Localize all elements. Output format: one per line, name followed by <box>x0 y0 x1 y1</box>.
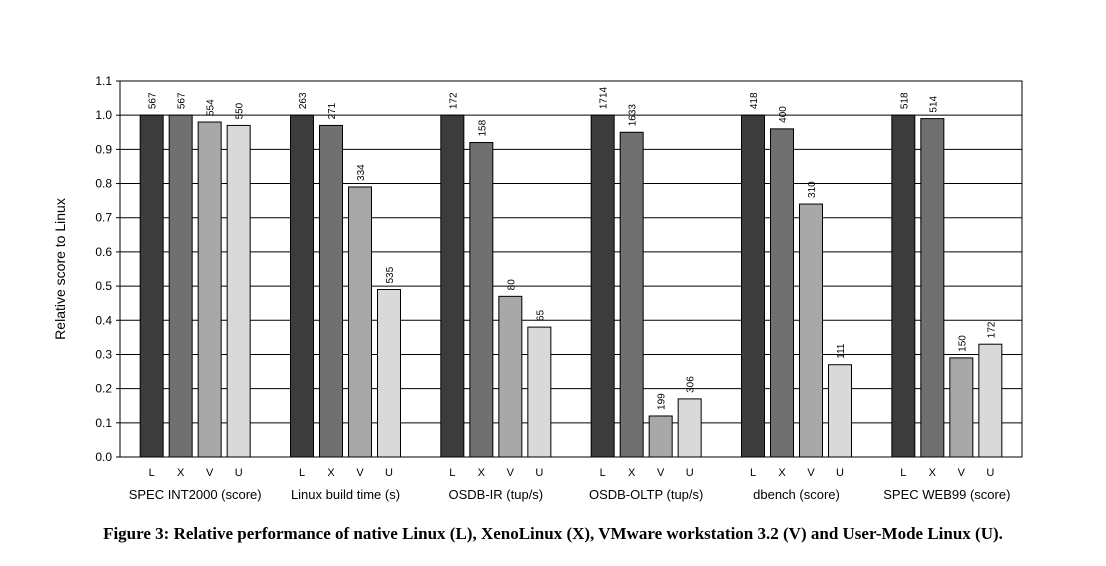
bar <box>799 203 823 458</box>
bar <box>590 114 615 458</box>
category-label: SPEC WEB99 (score) <box>883 487 1010 502</box>
series-tick-label: U <box>385 467 393 479</box>
chart: 0.0 0.1 0.2 0.3 0.4 0.5 0.6 0.7 0.8 0.9 1.0 1.1 Rela… <box>52 74 1023 502</box>
series-tick-label: V <box>507 467 515 479</box>
series-tick-label: L <box>299 467 305 479</box>
y-tick-label: 0.1 <box>95 416 112 430</box>
data-label: 80 <box>506 279 517 291</box>
y-tick-label: 0.9 <box>95 142 112 156</box>
series-tick-label: L <box>449 467 455 479</box>
category-label: Linux build time (s) <box>291 487 400 502</box>
data-label: 263 <box>298 92 309 109</box>
series-tick-label: V <box>206 467 214 479</box>
series-tick-label: V <box>657 467 665 479</box>
bar <box>440 114 465 458</box>
y-tick-label: 0.6 <box>95 245 112 259</box>
series-tick-label: X <box>478 467 486 479</box>
plot-frame <box>119 80 1023 458</box>
series-tick-label: X <box>778 467 786 479</box>
y-tick-label: 0.5 <box>95 279 112 293</box>
bar <box>319 124 343 458</box>
category-label: dbench (score) <box>753 487 840 502</box>
category-label: OSDB-IR (tup/s) <box>449 487 544 502</box>
bar <box>978 343 1003 458</box>
category-label: SPEC INT2000 (score) <box>129 487 262 502</box>
category-label: OSDB-OLTP (tup/s) <box>589 487 703 502</box>
data-label: 535 <box>385 266 396 283</box>
bar <box>469 142 494 458</box>
series-tick-label: U <box>836 467 844 479</box>
bar <box>891 114 916 458</box>
bar <box>527 326 552 458</box>
bar <box>197 121 222 458</box>
data-label: 567 <box>177 92 188 109</box>
series-tick-label: U <box>535 467 543 479</box>
bar <box>348 186 372 458</box>
series-tick-label: X <box>628 467 636 479</box>
series-tick-label: L <box>750 467 756 479</box>
bar <box>677 398 702 458</box>
data-label: 1633 <box>628 104 639 127</box>
y-tick-label: 0.3 <box>95 347 112 361</box>
figure-caption: Figure 3: Relative performance of native… <box>103 524 1003 543</box>
bar <box>770 128 794 458</box>
series-tick-label: X <box>929 467 937 479</box>
data-label: 418 <box>749 92 760 109</box>
data-label: 550 <box>235 102 246 119</box>
bar <box>290 114 314 458</box>
y-tick-label: 0.7 <box>95 211 112 225</box>
bar <box>949 357 974 458</box>
data-label: 400 <box>778 106 789 123</box>
data-label: 150 <box>957 335 968 352</box>
bar <box>741 114 765 458</box>
series-tick-label: V <box>356 467 364 479</box>
data-label: 310 <box>807 181 818 198</box>
y-axis-label: Relative score to Linux <box>52 198 68 340</box>
series-tick-label: V <box>958 467 966 479</box>
y-tick-label: 0.0 <box>95 450 112 464</box>
data-label: 334 <box>356 164 367 181</box>
series-tick-label: X <box>327 467 335 479</box>
data-label: 1714 <box>599 86 610 109</box>
bar <box>139 114 164 458</box>
data-label: 111 <box>836 343 847 359</box>
data-label: 271 <box>327 102 338 119</box>
data-label: 158 <box>477 119 488 136</box>
data-label: 518 <box>899 92 910 109</box>
series-tick-label: U <box>686 467 694 479</box>
series-tick-label: V <box>807 467 815 479</box>
y-tick-label: 0.4 <box>95 313 112 327</box>
bar <box>619 131 644 458</box>
series-tick-label: L <box>600 467 606 479</box>
data-label: 554 <box>206 99 217 116</box>
bar <box>828 364 852 458</box>
data-label: 306 <box>686 376 697 393</box>
bar <box>226 124 251 458</box>
bar <box>648 415 673 458</box>
y-tick-label: 1.1 <box>95 74 112 88</box>
series-tick-label: X <box>177 467 185 479</box>
bar <box>377 289 401 458</box>
y-tick-label: 0.8 <box>95 177 112 191</box>
data-label: 65 <box>535 310 546 322</box>
data-label: 172 <box>448 92 459 109</box>
data-label: 514 <box>928 95 939 112</box>
y-tick-label: 1.0 <box>95 108 112 122</box>
y-tick-label: 0.2 <box>95 382 112 396</box>
series-tick-label: L <box>900 467 906 479</box>
series-tick-label: L <box>149 467 155 479</box>
bar <box>498 295 523 458</box>
series-tick-label: U <box>235 467 243 479</box>
bar <box>920 118 945 458</box>
data-label: 199 <box>657 393 668 410</box>
data-label: 567 <box>148 92 159 109</box>
bar <box>168 114 193 458</box>
series-tick-label: U <box>986 467 994 479</box>
data-label: 172 <box>986 321 997 338</box>
